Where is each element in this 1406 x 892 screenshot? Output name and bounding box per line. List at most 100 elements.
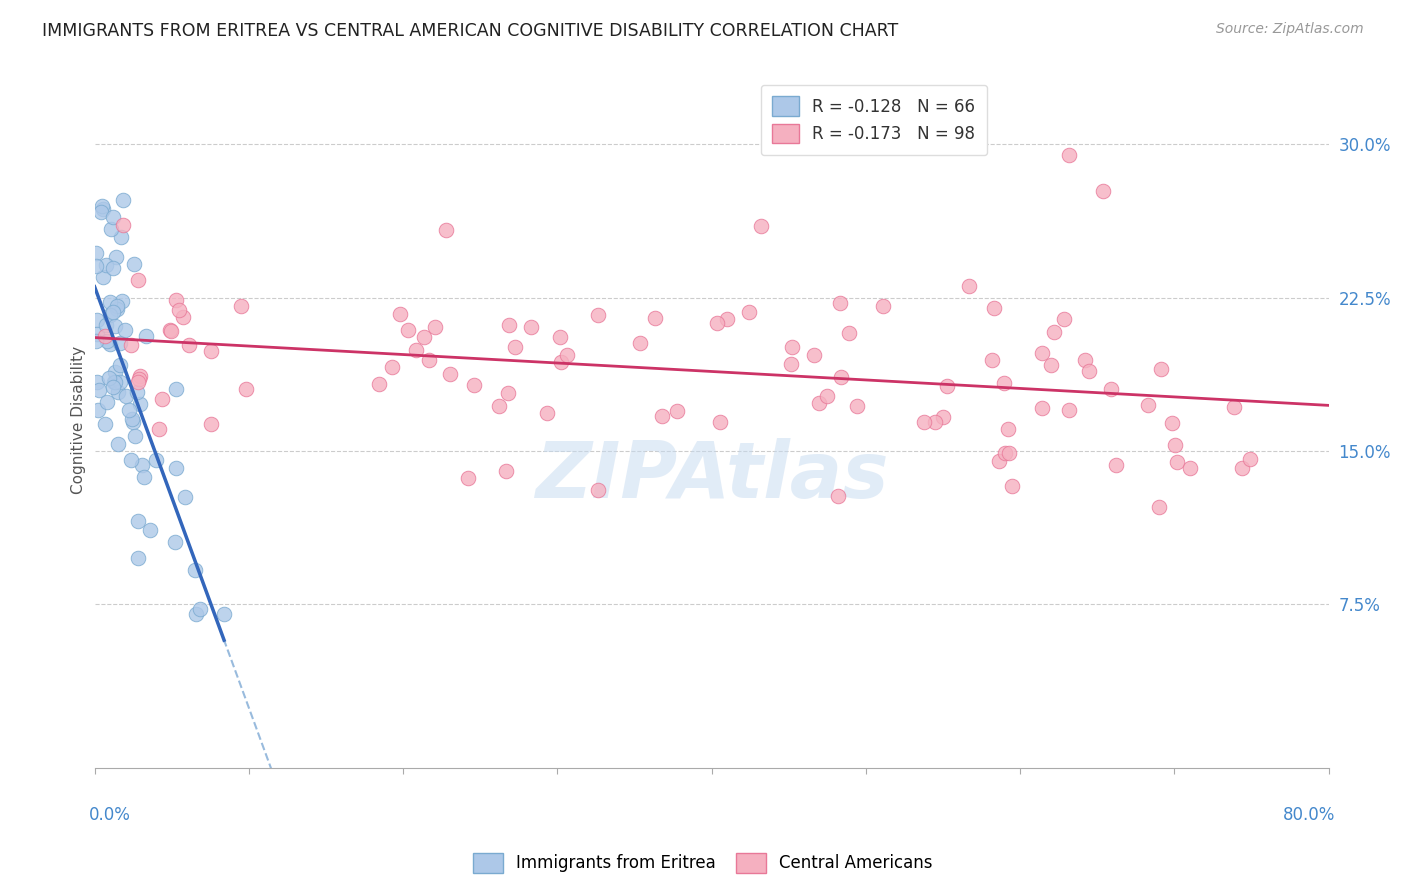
Point bbox=[709, 415, 731, 429]
Point bbox=[1031, 346, 1053, 360]
Point bbox=[1137, 398, 1160, 412]
Point bbox=[91, 202, 114, 216]
Point bbox=[86, 326, 108, 341]
Point bbox=[120, 338, 142, 352]
Point bbox=[434, 223, 457, 237]
Point bbox=[803, 348, 825, 362]
Point bbox=[388, 307, 411, 321]
Point bbox=[103, 211, 125, 225]
Text: Source: ZipAtlas.com: Source: ZipAtlas.com bbox=[1216, 22, 1364, 37]
Point bbox=[124, 429, 146, 443]
Point bbox=[93, 269, 115, 284]
Point bbox=[89, 383, 111, 397]
Point bbox=[367, 376, 389, 391]
Point bbox=[112, 193, 135, 207]
Point bbox=[111, 218, 134, 232]
Point bbox=[98, 308, 121, 322]
Point bbox=[439, 367, 461, 381]
Point bbox=[127, 375, 149, 389]
Point bbox=[87, 403, 110, 417]
Point bbox=[129, 396, 152, 410]
Point bbox=[957, 278, 980, 293]
Point bbox=[145, 452, 167, 467]
Point bbox=[548, 330, 571, 344]
Point bbox=[107, 385, 129, 400]
Point bbox=[1039, 358, 1062, 372]
Point bbox=[107, 301, 129, 316]
Point bbox=[104, 250, 127, 264]
Point bbox=[84, 259, 107, 273]
Point bbox=[91, 199, 114, 213]
Point bbox=[235, 382, 257, 396]
Point bbox=[107, 437, 129, 451]
Point bbox=[98, 337, 121, 351]
Point bbox=[706, 316, 728, 330]
Point bbox=[121, 412, 143, 426]
Point bbox=[1099, 382, 1122, 396]
Point bbox=[1164, 438, 1187, 452]
Point bbox=[496, 385, 519, 400]
Point bbox=[212, 607, 235, 622]
Point bbox=[103, 380, 125, 394]
Point bbox=[103, 375, 125, 389]
Point bbox=[1166, 454, 1188, 468]
Point bbox=[665, 404, 688, 418]
Point bbox=[588, 308, 610, 322]
Point bbox=[912, 415, 935, 429]
Point bbox=[550, 355, 572, 369]
Point bbox=[1059, 147, 1081, 161]
Point bbox=[1232, 461, 1254, 475]
Point bbox=[104, 318, 127, 333]
Point bbox=[994, 446, 1017, 460]
Point bbox=[716, 312, 738, 326]
Point bbox=[127, 551, 149, 566]
Point bbox=[167, 302, 190, 317]
Point bbox=[1074, 353, 1097, 368]
Point bbox=[105, 299, 128, 313]
Point bbox=[122, 257, 145, 271]
Point bbox=[200, 417, 222, 431]
Point bbox=[628, 335, 651, 350]
Point bbox=[1092, 185, 1115, 199]
Point bbox=[981, 353, 1004, 368]
Point bbox=[838, 326, 860, 340]
Point bbox=[993, 376, 1015, 390]
Point bbox=[104, 375, 127, 389]
Point bbox=[396, 323, 419, 337]
Point bbox=[110, 294, 132, 309]
Point bbox=[134, 470, 156, 484]
Point bbox=[148, 422, 170, 436]
Point bbox=[817, 388, 839, 402]
Point bbox=[931, 409, 953, 424]
Point bbox=[159, 324, 181, 338]
Point bbox=[987, 453, 1010, 467]
Point bbox=[101, 305, 124, 319]
Point bbox=[163, 535, 186, 549]
Point bbox=[808, 395, 831, 409]
Point bbox=[173, 310, 195, 325]
Point bbox=[90, 204, 112, 219]
Point bbox=[997, 422, 1019, 436]
Point bbox=[159, 322, 181, 336]
Point bbox=[412, 329, 434, 343]
Point bbox=[536, 406, 558, 420]
Point bbox=[86, 313, 108, 327]
Point bbox=[1043, 325, 1066, 339]
Point bbox=[1222, 400, 1244, 414]
Point bbox=[872, 299, 894, 313]
Text: IMMIGRANTS FROM ERITREA VS CENTRAL AMERICAN COGNITIVE DISABILITY CORRELATION CHA: IMMIGRANTS FROM ERITREA VS CENTRAL AMERI… bbox=[42, 22, 898, 40]
Point bbox=[125, 385, 148, 400]
Point bbox=[98, 371, 121, 385]
Point bbox=[936, 379, 959, 393]
Point bbox=[84, 246, 107, 260]
Point bbox=[828, 296, 851, 310]
Point bbox=[108, 336, 131, 351]
Point bbox=[122, 415, 145, 429]
Point bbox=[100, 222, 122, 236]
Point bbox=[150, 392, 173, 406]
Point bbox=[830, 369, 852, 384]
Point bbox=[165, 461, 187, 475]
Point bbox=[1057, 402, 1080, 417]
Point bbox=[749, 219, 772, 234]
Point bbox=[488, 400, 510, 414]
